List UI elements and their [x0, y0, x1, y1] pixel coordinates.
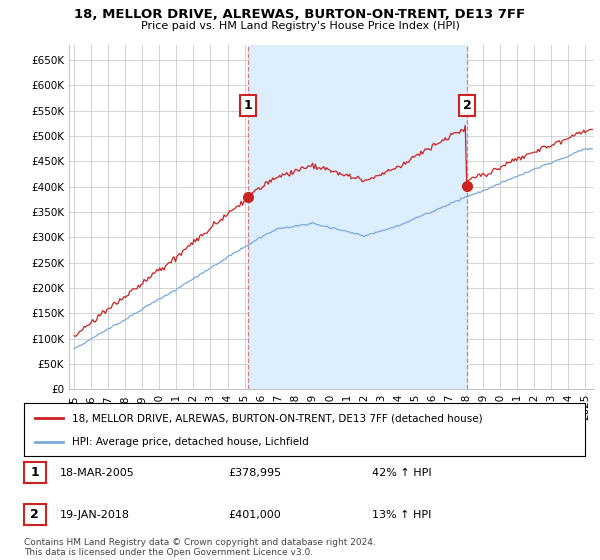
- Text: 2: 2: [463, 99, 472, 112]
- Text: 2: 2: [31, 508, 39, 521]
- Text: 13% ↑ HPI: 13% ↑ HPI: [372, 510, 431, 520]
- Text: 42% ↑ HPI: 42% ↑ HPI: [372, 468, 431, 478]
- Text: 18, MELLOR DRIVE, ALREWAS, BURTON-ON-TRENT, DE13 7FF (detached house): 18, MELLOR DRIVE, ALREWAS, BURTON-ON-TRE…: [71, 413, 482, 423]
- Text: HPI: Average price, detached house, Lichfield: HPI: Average price, detached house, Lich…: [71, 436, 308, 446]
- Text: 18, MELLOR DRIVE, ALREWAS, BURTON-ON-TRENT, DE13 7FF: 18, MELLOR DRIVE, ALREWAS, BURTON-ON-TRE…: [74, 8, 526, 21]
- Bar: [248, 45, 467, 389]
- Text: £401,000: £401,000: [228, 510, 281, 520]
- Text: 18-MAR-2005: 18-MAR-2005: [60, 468, 135, 478]
- Text: Price paid vs. HM Land Registry's House Price Index (HPI): Price paid vs. HM Land Registry's House …: [140, 21, 460, 31]
- Text: Contains HM Land Registry data © Crown copyright and database right 2024.
This d: Contains HM Land Registry data © Crown c…: [24, 538, 376, 557]
- Text: 1: 1: [31, 466, 39, 479]
- Text: 1: 1: [244, 99, 253, 112]
- Text: £378,995: £378,995: [228, 468, 281, 478]
- Text: 19-JAN-2018: 19-JAN-2018: [60, 510, 130, 520]
